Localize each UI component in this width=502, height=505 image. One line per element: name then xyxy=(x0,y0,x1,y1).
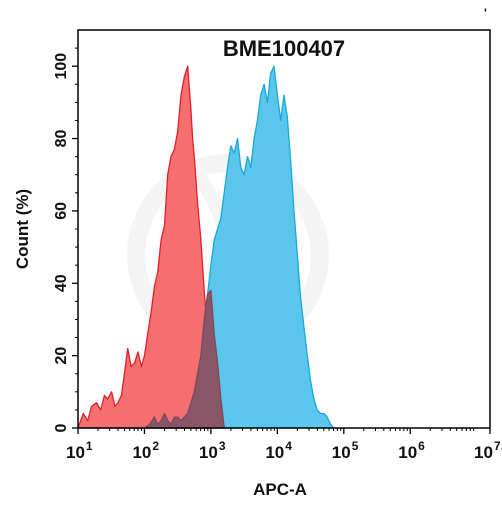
x-tick-label: 102 xyxy=(132,439,159,462)
series-area-3 xyxy=(143,289,225,429)
x-tick-label: 106 xyxy=(398,439,425,462)
y-tick-label: 100 xyxy=(53,53,70,80)
x-tick-label: 101 xyxy=(66,439,93,462)
y-axis-label: Count (%) xyxy=(13,189,32,269)
series-area-1 xyxy=(77,65,225,429)
chart-title: BME100407 xyxy=(223,36,345,61)
x-tick-label: 107.2 xyxy=(474,439,502,462)
y-tick-label: 40 xyxy=(53,274,70,292)
y-tick-label: 0 xyxy=(53,423,70,432)
x-axis: 101 102 103 104 105 106 107.2 xyxy=(66,428,502,462)
y-tick-label: 80 xyxy=(53,130,70,148)
y-tick-label: 60 xyxy=(53,202,70,220)
x-tick-label: 105 xyxy=(332,439,359,462)
series-layer xyxy=(77,65,335,429)
x-tick-label: 104 xyxy=(265,439,292,462)
corner-mark: ' xyxy=(484,6,487,20)
y-tick-label: 20 xyxy=(53,347,70,365)
y-axis: 0 20 40 60 80 100 xyxy=(53,47,78,432)
x-tick-label: 103 xyxy=(199,439,226,462)
x-axis-label: APC-A xyxy=(253,480,307,499)
